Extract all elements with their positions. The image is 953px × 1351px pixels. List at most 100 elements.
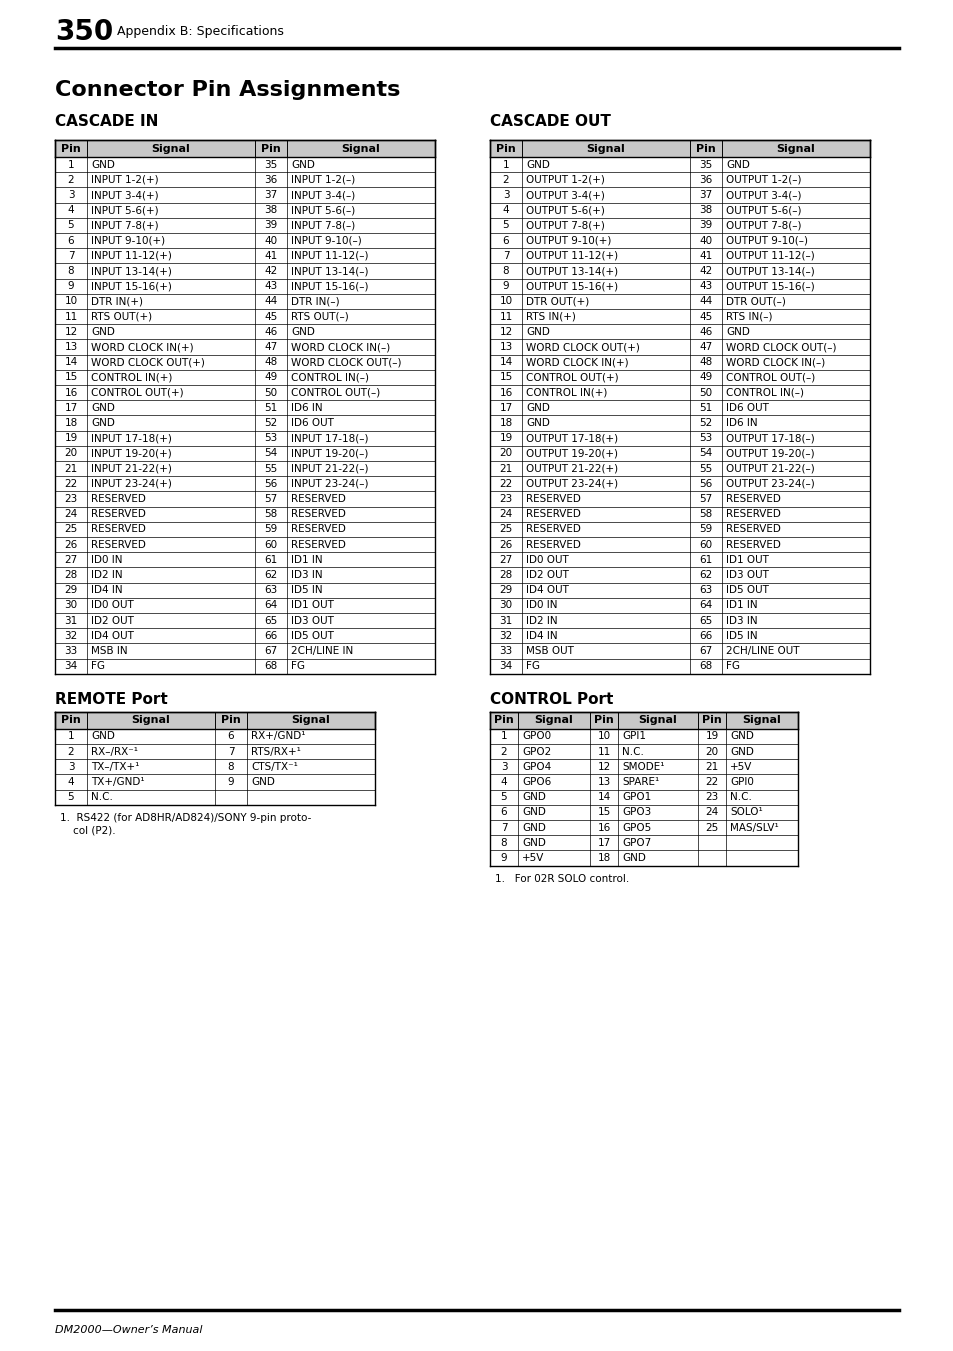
Text: RESERVED: RESERVED: [725, 539, 781, 550]
Text: RESERVED: RESERVED: [525, 494, 580, 504]
Text: 24: 24: [704, 808, 718, 817]
Text: 1: 1: [502, 159, 509, 170]
Text: INPUT 23-24(+): INPUT 23-24(+): [91, 478, 172, 489]
Text: ID0 IN: ID0 IN: [525, 600, 557, 611]
Text: ID6 OUT: ID6 OUT: [291, 417, 334, 428]
Text: INPUT 5-6(+): INPUT 5-6(+): [91, 205, 158, 215]
Text: OUTPUT 7-8(+): OUTPUT 7-8(+): [525, 220, 604, 231]
Text: 63: 63: [264, 585, 277, 596]
Text: 14: 14: [64, 357, 77, 367]
Text: 18: 18: [498, 417, 512, 428]
Text: Pin: Pin: [496, 143, 516, 154]
Text: 22: 22: [498, 478, 512, 489]
Text: 23: 23: [704, 792, 718, 802]
Text: 66: 66: [699, 631, 712, 640]
Text: 25: 25: [704, 823, 718, 832]
Text: ID3 IN: ID3 IN: [725, 616, 757, 626]
Text: 33: 33: [64, 646, 77, 657]
Text: GND: GND: [725, 327, 749, 336]
Text: 3: 3: [500, 762, 507, 771]
Text: GND: GND: [91, 403, 114, 413]
Text: GPO0: GPO0: [521, 731, 551, 742]
Text: GND: GND: [525, 403, 549, 413]
Text: 2: 2: [68, 174, 74, 185]
Text: 8: 8: [502, 266, 509, 276]
Text: 2CH/LINE IN: 2CH/LINE IN: [291, 646, 353, 657]
Text: CTS/TX⁻¹: CTS/TX⁻¹: [251, 762, 297, 771]
Text: ID4 OUT: ID4 OUT: [91, 631, 133, 640]
Text: OUTPUT 11-12(–): OUTPUT 11-12(–): [725, 251, 814, 261]
Text: GND: GND: [729, 747, 753, 757]
Text: OUTPUT 7-8(–): OUTPUT 7-8(–): [725, 220, 801, 231]
Text: GND: GND: [729, 731, 753, 742]
Text: Signal: Signal: [152, 143, 191, 154]
Text: ID5 IN: ID5 IN: [725, 631, 757, 640]
Text: GPO7: GPO7: [621, 838, 651, 848]
Text: 44: 44: [264, 296, 277, 307]
Text: 7: 7: [502, 251, 509, 261]
Text: N.C.: N.C.: [91, 792, 112, 802]
Text: 15: 15: [498, 373, 512, 382]
Text: 48: 48: [264, 357, 277, 367]
Text: CONTROL IN(–): CONTROL IN(–): [291, 373, 369, 382]
Text: GND: GND: [291, 327, 314, 336]
Text: 55: 55: [699, 463, 712, 474]
Text: GND: GND: [91, 417, 114, 428]
Text: 50: 50: [699, 388, 712, 397]
Text: DTR OUT(–): DTR OUT(–): [725, 296, 785, 307]
Text: 23: 23: [64, 494, 77, 504]
Text: Pin: Pin: [61, 143, 81, 154]
Text: INPUT 11-12(+): INPUT 11-12(+): [91, 251, 172, 261]
Text: ID4 IN: ID4 IN: [525, 631, 558, 640]
Text: ID2 IN: ID2 IN: [525, 616, 558, 626]
Text: ID1 OUT: ID1 OUT: [725, 555, 768, 565]
Text: 55: 55: [264, 463, 277, 474]
Text: RX–/RX⁻¹: RX–/RX⁻¹: [91, 747, 138, 757]
Text: WORD CLOCK IN(–): WORD CLOCK IN(–): [291, 342, 390, 353]
Text: 53: 53: [699, 434, 712, 443]
Text: 32: 32: [498, 631, 512, 640]
Text: RESERVED: RESERVED: [291, 509, 346, 519]
Text: TX–/TX+¹: TX–/TX+¹: [91, 762, 139, 771]
Text: GPO3: GPO3: [621, 808, 651, 817]
Text: Pin: Pin: [701, 715, 721, 725]
Text: 49: 49: [264, 373, 277, 382]
Text: RESERVED: RESERVED: [525, 509, 580, 519]
Text: ID4 OUT: ID4 OUT: [525, 585, 568, 596]
Text: GND: GND: [91, 327, 114, 336]
Text: 1: 1: [68, 731, 74, 742]
Text: col (P2).: col (P2).: [73, 825, 115, 836]
Text: 56: 56: [264, 478, 277, 489]
Text: CONTROL OUT(+): CONTROL OUT(+): [525, 373, 618, 382]
Text: 65: 65: [699, 616, 712, 626]
Text: OUTPUT 11-12(+): OUTPUT 11-12(+): [525, 251, 618, 261]
Text: 2: 2: [500, 747, 507, 757]
Text: DTR IN(–): DTR IN(–): [291, 296, 339, 307]
Text: 34: 34: [64, 661, 77, 671]
Text: CASCADE IN: CASCADE IN: [55, 115, 158, 130]
Text: RESERVED: RESERVED: [725, 494, 781, 504]
Text: GPO1: GPO1: [621, 792, 651, 802]
Text: 64: 64: [699, 600, 712, 611]
Text: 2CH/LINE OUT: 2CH/LINE OUT: [725, 646, 799, 657]
Text: INPUT 7-8(+): INPUT 7-8(+): [91, 220, 158, 231]
Text: 25: 25: [64, 524, 77, 535]
Text: ID3 OUT: ID3 OUT: [725, 570, 768, 580]
Text: 3: 3: [68, 190, 74, 200]
Text: ID3 IN: ID3 IN: [291, 570, 322, 580]
Text: Pin: Pin: [494, 715, 514, 725]
Text: OUTPUT 21-22(+): OUTPUT 21-22(+): [525, 463, 618, 474]
Text: INPUT 15-16(+): INPUT 15-16(+): [91, 281, 172, 292]
Text: INPUT 9-10(–): INPUT 9-10(–): [291, 235, 361, 246]
Text: 59: 59: [699, 524, 712, 535]
Text: OUTPUT 21-22(–): OUTPUT 21-22(–): [725, 463, 814, 474]
Text: 1.  RS422 (for AD8HR/AD824)/SONY 9-pin proto-: 1. RS422 (for AD8HR/AD824)/SONY 9-pin pr…: [60, 813, 311, 823]
Text: WORD CLOCK IN(+): WORD CLOCK IN(+): [91, 342, 193, 353]
Text: 6: 6: [228, 731, 234, 742]
Text: 58: 58: [699, 509, 712, 519]
Text: 65: 65: [264, 616, 277, 626]
Text: TX+/GND¹: TX+/GND¹: [91, 777, 145, 788]
Text: 5: 5: [68, 220, 74, 231]
Text: 15: 15: [64, 373, 77, 382]
Text: 62: 62: [264, 570, 277, 580]
